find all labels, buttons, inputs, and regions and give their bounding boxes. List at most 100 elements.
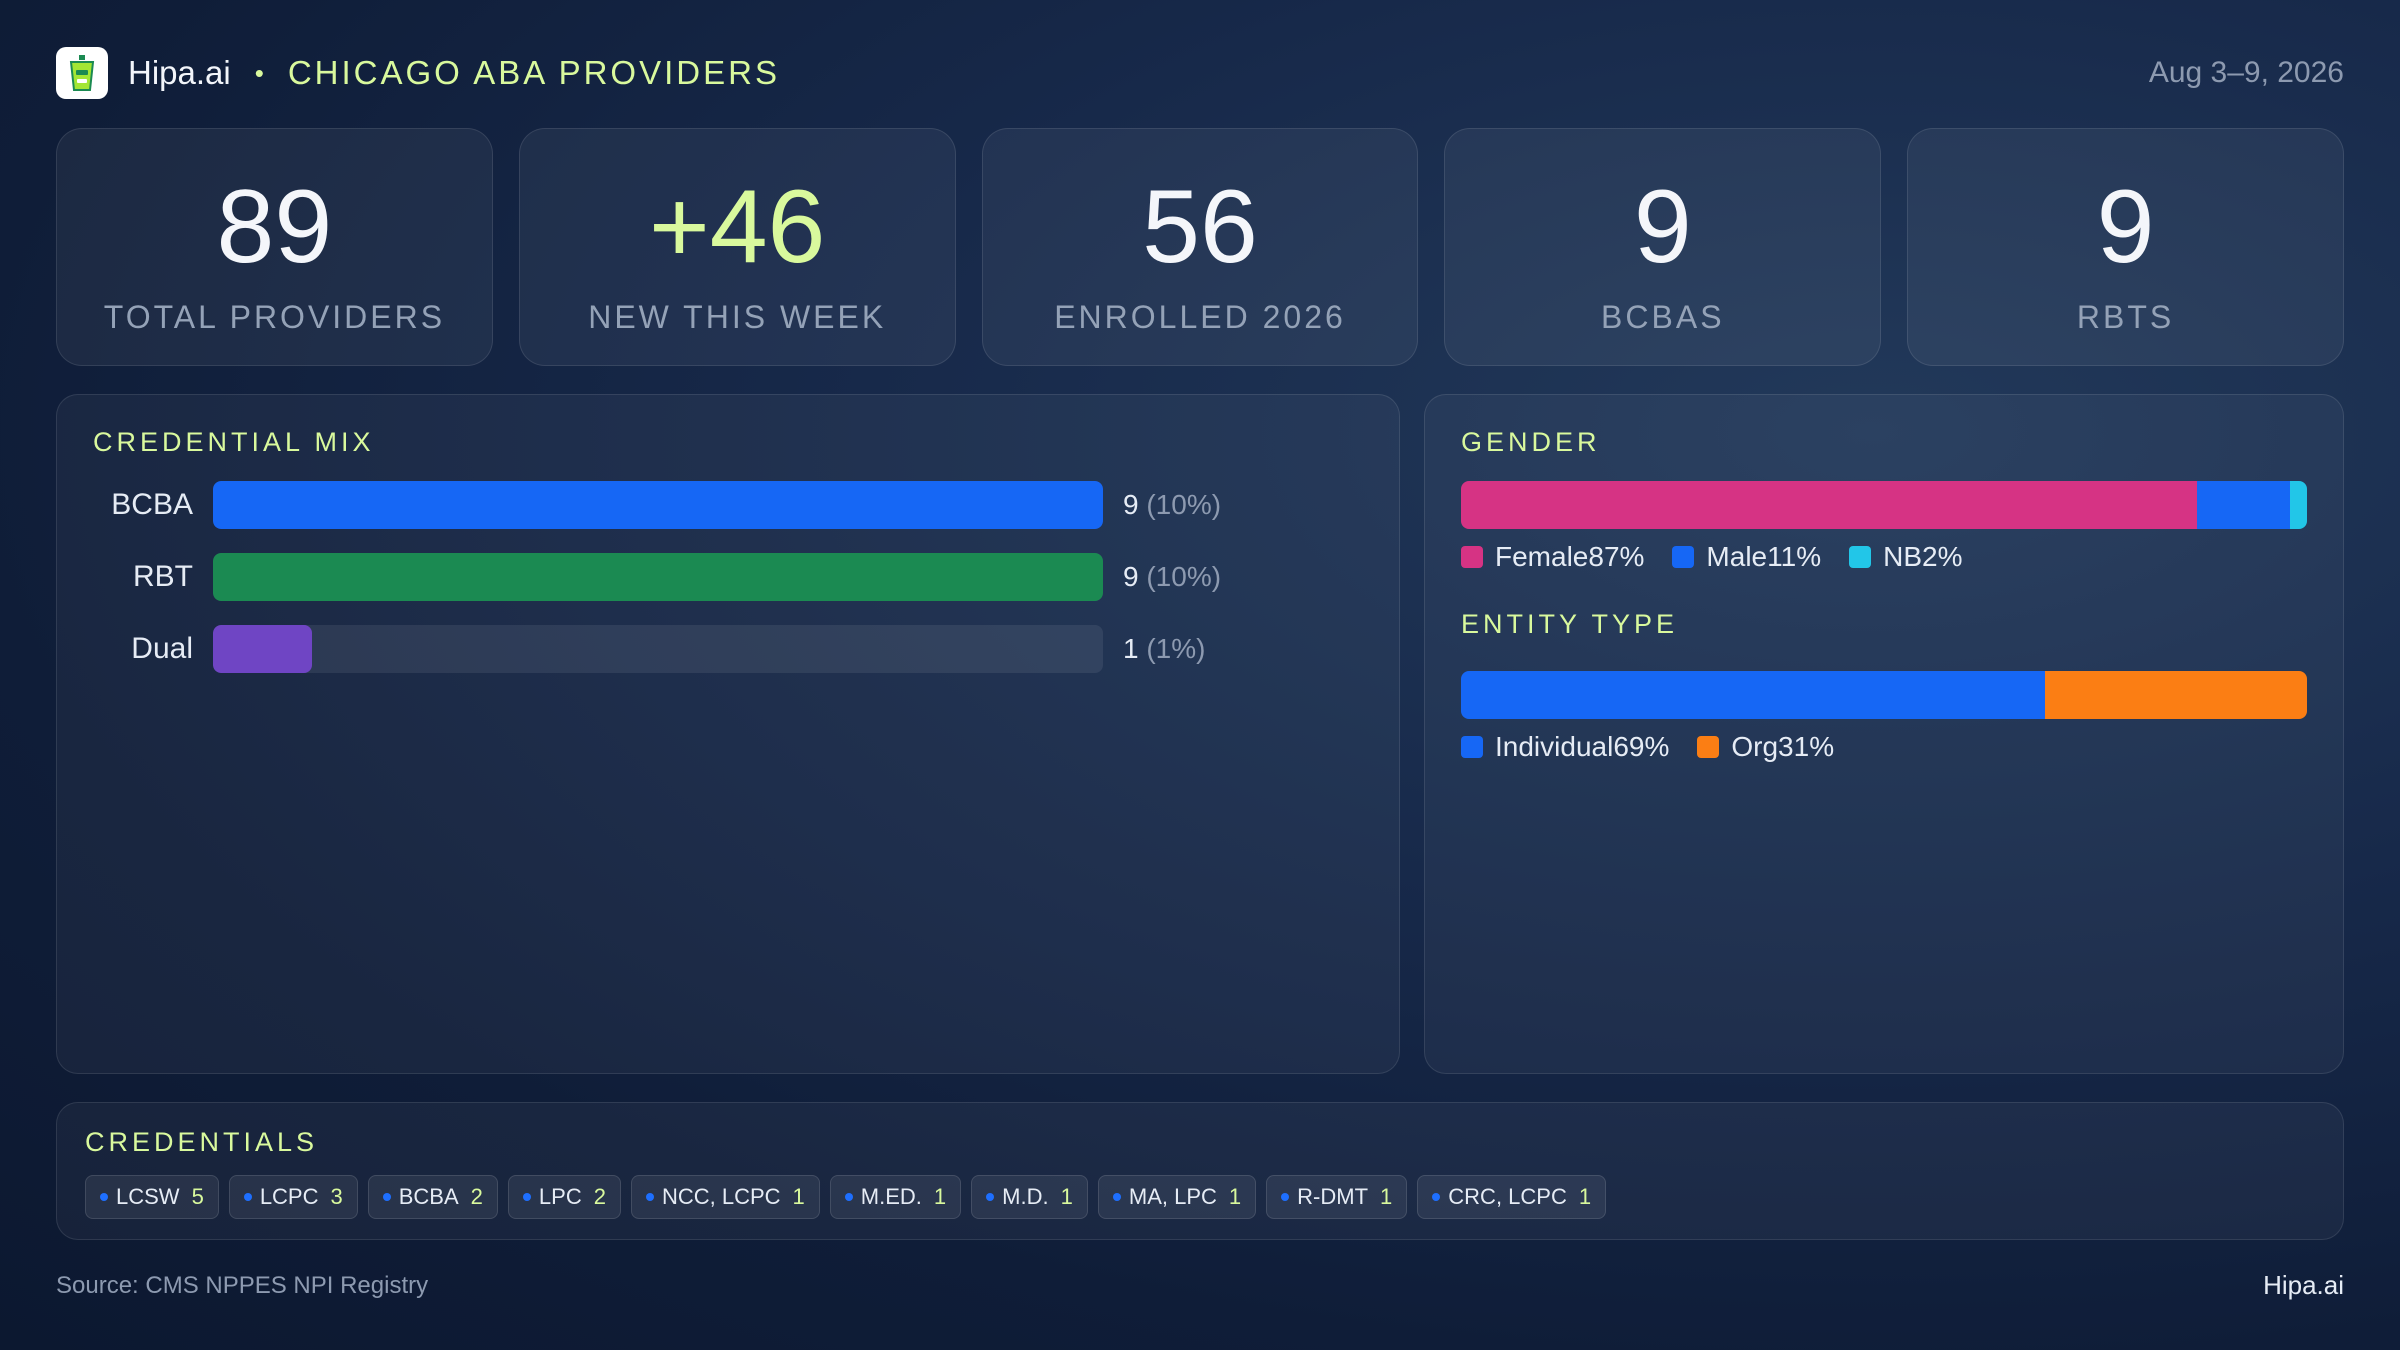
legend-name: Individual bbox=[1495, 731, 1614, 762]
credential-chip: CRC, LCPC 1 bbox=[1417, 1175, 1607, 1219]
credential-chip: LCSW 5 bbox=[85, 1175, 219, 1219]
chip-dot-icon bbox=[522, 1193, 531, 1201]
header: Hipa.ai • CHICAGO ABA PROVIDERS bbox=[56, 46, 780, 100]
legend-percent: 87% bbox=[1588, 541, 1645, 572]
gender-title: GENDER bbox=[1461, 427, 1601, 457]
credential-chip: M.D. 1 bbox=[971, 1175, 1088, 1219]
source-note: Source: CMS NPPES NPI Registry bbox=[56, 1272, 429, 1299]
bar-category-label: Dual bbox=[131, 632, 193, 665]
legend-item-org: Org 31% bbox=[1697, 731, 1834, 763]
stat-value: 9 bbox=[1633, 169, 1692, 285]
credential-chip: BCBA 2 bbox=[367, 1175, 498, 1219]
legend-item-male: Male 11% bbox=[1672, 541, 1821, 573]
bar-value-number: 9 bbox=[1123, 561, 1139, 592]
chip-count: 1 bbox=[1060, 1184, 1073, 1209]
gender-stacked-bar bbox=[1461, 481, 2307, 529]
legend-item-nb: NB 2% bbox=[1849, 541, 1962, 573]
legend-percent: 2% bbox=[1922, 541, 1963, 572]
stat-value: 56 bbox=[1142, 169, 1258, 285]
chip-name: CRC, LCPC bbox=[1448, 1184, 1567, 1209]
credentials-title: CREDENTIALS bbox=[85, 1127, 319, 1157]
segment-individual bbox=[1461, 671, 2045, 719]
stat-label: BCBAS bbox=[1601, 299, 1725, 335]
bar-category-label: BCBA bbox=[111, 488, 193, 521]
segment-female bbox=[1461, 481, 2198, 529]
stat-label: RBTS bbox=[2076, 299, 2175, 335]
footer-brand: Hipa.ai bbox=[2263, 1270, 2344, 1300]
chip-name: MA, LPC bbox=[1128, 1184, 1217, 1209]
chip-name: LCPC bbox=[259, 1184, 319, 1209]
chip-count: 1 bbox=[933, 1184, 947, 1209]
bar-value-number: 1 bbox=[1123, 633, 1139, 664]
credential-chip: M.ED. 1 bbox=[829, 1175, 962, 1219]
stat-value: 89 bbox=[216, 169, 333, 285]
stat-label: TOTAL PROVIDERS bbox=[103, 299, 446, 335]
page-title: CHICAGO ABA PROVIDERS bbox=[287, 54, 780, 91]
bar-value-percent: (10%) bbox=[1146, 561, 1222, 592]
chip-name: M.ED. bbox=[860, 1184, 922, 1209]
chip-count: 3 bbox=[330, 1184, 343, 1209]
chip-dot-icon bbox=[1112, 1193, 1121, 1201]
demographics-panel: GENDER Female 87% Male 11% NB 2% ENTITY TY… bbox=[1424, 394, 2344, 1074]
stat-card-total-providers: 89 TOTAL PROVIDERS bbox=[56, 128, 493, 366]
chip-dot-icon bbox=[986, 1193, 995, 1201]
bar-category-label: RBT bbox=[133, 560, 193, 593]
chip-count: 2 bbox=[470, 1184, 483, 1209]
chip-count: 1 bbox=[792, 1184, 805, 1209]
chip-dot-icon bbox=[645, 1193, 654, 1201]
legend-name: Female bbox=[1495, 541, 1589, 572]
segment-nb bbox=[2290, 481, 2307, 529]
legend-swatch bbox=[1672, 546, 1695, 568]
bar-rbt bbox=[213, 553, 1103, 601]
date-range: Aug 3–9, 2026 bbox=[2148, 56, 2344, 89]
legend-name: Org bbox=[1731, 731, 1779, 762]
legend-percent: 11% bbox=[1767, 541, 1822, 572]
brand-name: Hipa.ai bbox=[128, 54, 231, 91]
chip-name: R-DMT bbox=[1297, 1184, 1369, 1209]
legend-swatch bbox=[1461, 546, 1483, 568]
entity-type-legend: Individual 69% Org 31% bbox=[1461, 731, 1862, 763]
chip-dot-icon bbox=[1432, 1193, 1441, 1201]
bar-row: BCBA 9 (10%) bbox=[57, 481, 1357, 529]
credential-mix-panel: CREDENTIAL MIX BCBA 9 (10%) RBT 9 (10%) Dual… bbox=[56, 394, 1400, 1074]
chip-name: M.D. bbox=[1002, 1184, 1049, 1209]
title-separator: • bbox=[254, 57, 264, 88]
chip-dot-icon bbox=[844, 1193, 853, 1201]
stat-value: +46 bbox=[648, 169, 826, 285]
legend-item-individual: Individual 69% bbox=[1461, 731, 1669, 763]
chip-name: LPC bbox=[538, 1184, 582, 1209]
drink-cup-icon bbox=[56, 47, 108, 99]
bar-row: RBT 9 (10%) bbox=[57, 553, 1357, 601]
chip-count: 1 bbox=[1578, 1184, 1592, 1209]
stat-card-rbts: 9 RBTS bbox=[1907, 128, 2344, 366]
bar-value-number: 9 bbox=[1123, 489, 1139, 520]
stat-label: ENROLLED 2026 bbox=[1054, 299, 1346, 335]
legend-name: Male bbox=[1706, 541, 1768, 572]
bar-value-percent: (1%) bbox=[1146, 633, 1206, 664]
credential-chip: LCPC 3 bbox=[228, 1175, 358, 1219]
chip-name: LCSW bbox=[116, 1184, 180, 1209]
stat-card-enrolled-2026: 56 ENROLLED 2026 bbox=[981, 128, 1419, 366]
chip-name: NCC, LCPC bbox=[661, 1184, 781, 1209]
credential-chips: LCSW 5 LCPC 3 BCBA 2 LPC 2 NCC, LCPC 1 M.ED. 1 M.D. 1… bbox=[85, 1175, 1607, 1219]
bar-track bbox=[213, 625, 1103, 673]
legend-percent: 69% bbox=[1613, 731, 1670, 762]
bar-track bbox=[213, 481, 1103, 529]
segment-male bbox=[2197, 481, 2291, 529]
legend-swatch bbox=[1697, 736, 1720, 758]
credential-chip: LPC 2 bbox=[507, 1175, 621, 1219]
legend-percent: 31% bbox=[1778, 731, 1835, 762]
credential-chip: NCC, LCPC 1 bbox=[630, 1175, 820, 1219]
legend-item-female: Female 87% bbox=[1461, 541, 1644, 573]
stat-card-new-this-week: +46 NEW THIS WEEK bbox=[518, 128, 956, 366]
gender-legend: Female 87% Male 11% NB 2% bbox=[1461, 541, 1990, 573]
bar-value-label: 9 (10%) bbox=[1123, 481, 1221, 529]
credentials-panel: CREDENTIALS LCSW 5 LCPC 3 BCBA 2 LPC 2 NCC, LCPC… bbox=[56, 1102, 2344, 1240]
bar-value-label: 1 (1%) bbox=[1123, 625, 1205, 673]
bar-dual bbox=[213, 625, 312, 673]
segment-org bbox=[2044, 671, 2307, 719]
chip-dot-icon bbox=[243, 1193, 252, 1201]
stats-row: 89 TOTAL PROVIDERS +46 NEW THIS WEEK 56 … bbox=[56, 128, 2344, 366]
stat-label: NEW THIS WEEK bbox=[588, 299, 887, 335]
credential-chip: R-DMT 1 bbox=[1266, 1175, 1408, 1219]
